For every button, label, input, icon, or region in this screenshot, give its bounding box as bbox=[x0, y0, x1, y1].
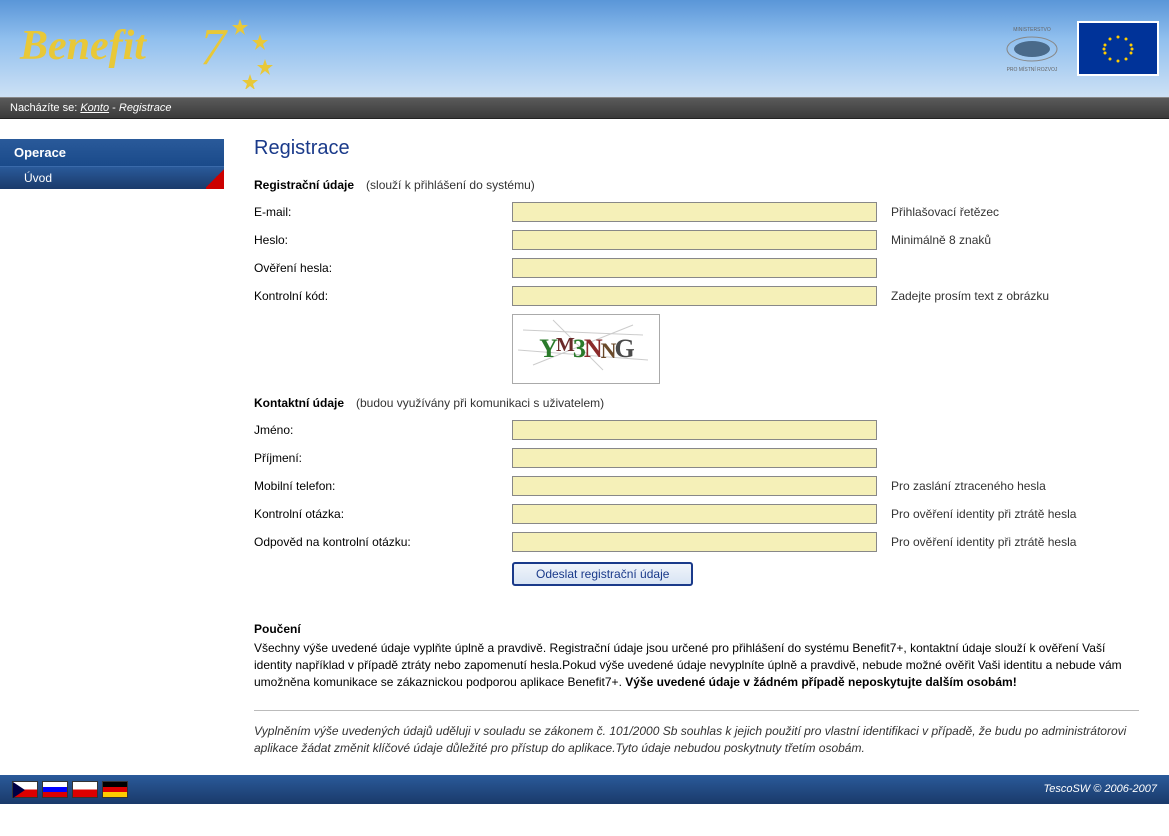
sidebar-item-label: Úvod bbox=[24, 171, 52, 185]
section-hint: (slouží k přihlášení do systému) bbox=[366, 178, 535, 192]
eu-flag bbox=[1077, 21, 1159, 76]
submit-button[interactable]: Odeslat registrační údaje bbox=[512, 562, 693, 586]
section-hint: (budou využívány při komunikaci s uživat… bbox=[356, 396, 604, 410]
last-name-input[interactable] bbox=[512, 448, 877, 468]
header: Benefit 7 MINISTERSTVO PRO MÍSTNÍ ROZVOJ bbox=[0, 0, 1169, 97]
password-hint: Minimálně 8 znaků bbox=[891, 233, 991, 247]
svg-text:MINISTERSTVO: MINISTERSTVO bbox=[1013, 27, 1051, 33]
content: Registrace Registrační údaje (slouží k p… bbox=[224, 119, 1169, 775]
page-title: Registrace bbox=[254, 137, 1139, 160]
security-answer-input[interactable] bbox=[512, 532, 877, 552]
password-confirm-input[interactable] bbox=[512, 258, 877, 278]
mobile-input[interactable] bbox=[512, 476, 877, 496]
password-label: Heslo: bbox=[254, 233, 512, 247]
breadcrumb-current: Registrace bbox=[119, 102, 172, 114]
section-title: Registrační údaje bbox=[254, 178, 354, 192]
email-hint: Přihlašovací řetězec bbox=[891, 205, 999, 219]
benefit7-logo: Benefit 7 bbox=[10, 9, 310, 89]
flag-czech[interactable] bbox=[12, 781, 38, 798]
email-input[interactable] bbox=[512, 202, 877, 222]
contact-section-label: Kontaktní údaje (budou využívány při kom… bbox=[254, 396, 1139, 410]
email-label: E-mail: bbox=[254, 205, 512, 219]
first-name-input[interactable] bbox=[512, 420, 877, 440]
captcha-label: Kontrolní kód: bbox=[254, 289, 512, 303]
sidebar-header: Operace bbox=[0, 139, 224, 166]
flag-slovak[interactable] bbox=[42, 781, 68, 798]
svg-text:Benefit: Benefit bbox=[19, 23, 147, 69]
mobile-hint: Pro zaslání ztraceného hesla bbox=[891, 479, 1046, 493]
sidebar: Operace Úvod bbox=[0, 119, 224, 775]
first-name-label: Jméno: bbox=[254, 423, 512, 437]
svg-text:7: 7 bbox=[200, 19, 228, 76]
security-question-hint: Pro ověření identity při ztrátě hesla bbox=[891, 507, 1076, 521]
flag-german[interactable] bbox=[102, 781, 128, 798]
instruction-section: Poučení Všechny výše uvedené údaje vyplň… bbox=[254, 622, 1139, 690]
password-confirm-label: Ověření hesla: bbox=[254, 261, 512, 275]
sidebar-item-uvod[interactable]: Úvod bbox=[0, 166, 224, 189]
copyright: TescoSW © 2006-2007 bbox=[1044, 783, 1158, 795]
captcha-input[interactable] bbox=[512, 286, 877, 306]
password-input[interactable] bbox=[512, 230, 877, 250]
security-question-input[interactable] bbox=[512, 504, 877, 524]
breadcrumb: Nacházíte se: Konto - Registrace bbox=[0, 97, 1169, 119]
ministry-logo: MINISTERSTVO PRO MÍSTNÍ ROZVOJ bbox=[997, 21, 1067, 76]
language-flags bbox=[12, 781, 128, 798]
breadcrumb-link[interactable]: Konto bbox=[80, 102, 109, 114]
registration-section-label: Registrační údaje (slouží k přihlášení d… bbox=[254, 178, 1139, 192]
captcha-image: YM3NNG bbox=[512, 314, 660, 384]
mobile-label: Mobilní telefon: bbox=[254, 479, 512, 493]
svg-text:PRO MÍSTNÍ ROZVOJ: PRO MÍSTNÍ ROZVOJ bbox=[1007, 66, 1058, 73]
instruction-title: Poučení bbox=[254, 622, 1139, 636]
flag-polish[interactable] bbox=[72, 781, 98, 798]
captcha-hint: Zadejte prosím text z obrázku bbox=[891, 289, 1049, 303]
last-name-label: Příjmení: bbox=[254, 451, 512, 465]
security-answer-hint: Pro ověření identity při ztrátě hesla bbox=[891, 535, 1076, 549]
instruction-text: Všechny výše uvedené údaje vyplňte úplně… bbox=[254, 640, 1139, 690]
footer: TescoSW © 2006-2007 bbox=[0, 775, 1169, 804]
section-title: Kontaktní údaje bbox=[254, 396, 344, 410]
breadcrumb-prefix: Nacházíte se: bbox=[10, 102, 77, 114]
security-answer-label: Odpověd na kontrolní otázku: bbox=[254, 535, 512, 549]
security-question-label: Kontrolní otázka: bbox=[254, 507, 512, 521]
disclaimer: Vyplněním výše uvedených údajů uděluji v… bbox=[254, 723, 1139, 757]
divider bbox=[254, 710, 1139, 711]
